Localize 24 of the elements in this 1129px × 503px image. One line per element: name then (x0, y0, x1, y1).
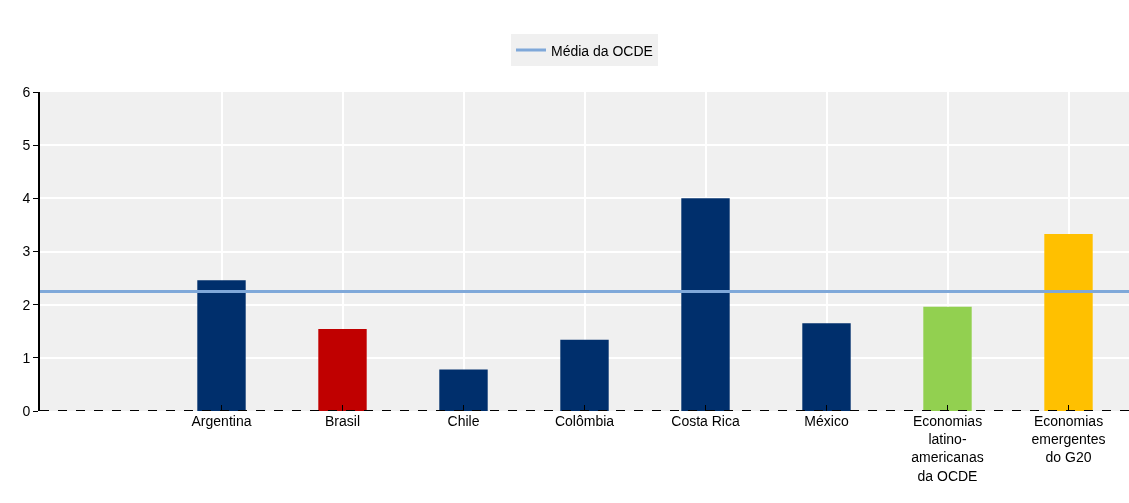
x-tick-label: Economias latino-americanas da OCDE (911, 413, 984, 484)
x-tick-label: Economias emergentes do G20 (1031, 413, 1106, 466)
x-tick-label: Chile (447, 413, 480, 429)
x-tick-label: Argentina (191, 413, 252, 429)
y-tick-label: 2 (22, 296, 31, 313)
bar (439, 369, 488, 411)
x-tick-label: Colômbia (554, 413, 615, 429)
bar (560, 339, 609, 411)
bar (923, 306, 972, 411)
x-tick-label: Costa Rica (671, 413, 740, 429)
y-tick-label: 1 (22, 349, 31, 366)
y-tick-label: 0 (22, 402, 31, 419)
y-tick-label: 4 (22, 190, 31, 207)
legend-label: Média da OCDE (551, 42, 653, 59)
y-tick-label: 5 (22, 137, 31, 154)
bar (197, 280, 246, 411)
bar (681, 198, 730, 411)
bar (318, 329, 367, 411)
y-tick-label: 3 (22, 243, 31, 260)
bar (1044, 233, 1093, 411)
x-tick-label: México (804, 413, 849, 429)
bar (802, 323, 851, 411)
y-tick-label: 6 (22, 83, 31, 100)
x-tick-label: Brasil (324, 413, 361, 429)
